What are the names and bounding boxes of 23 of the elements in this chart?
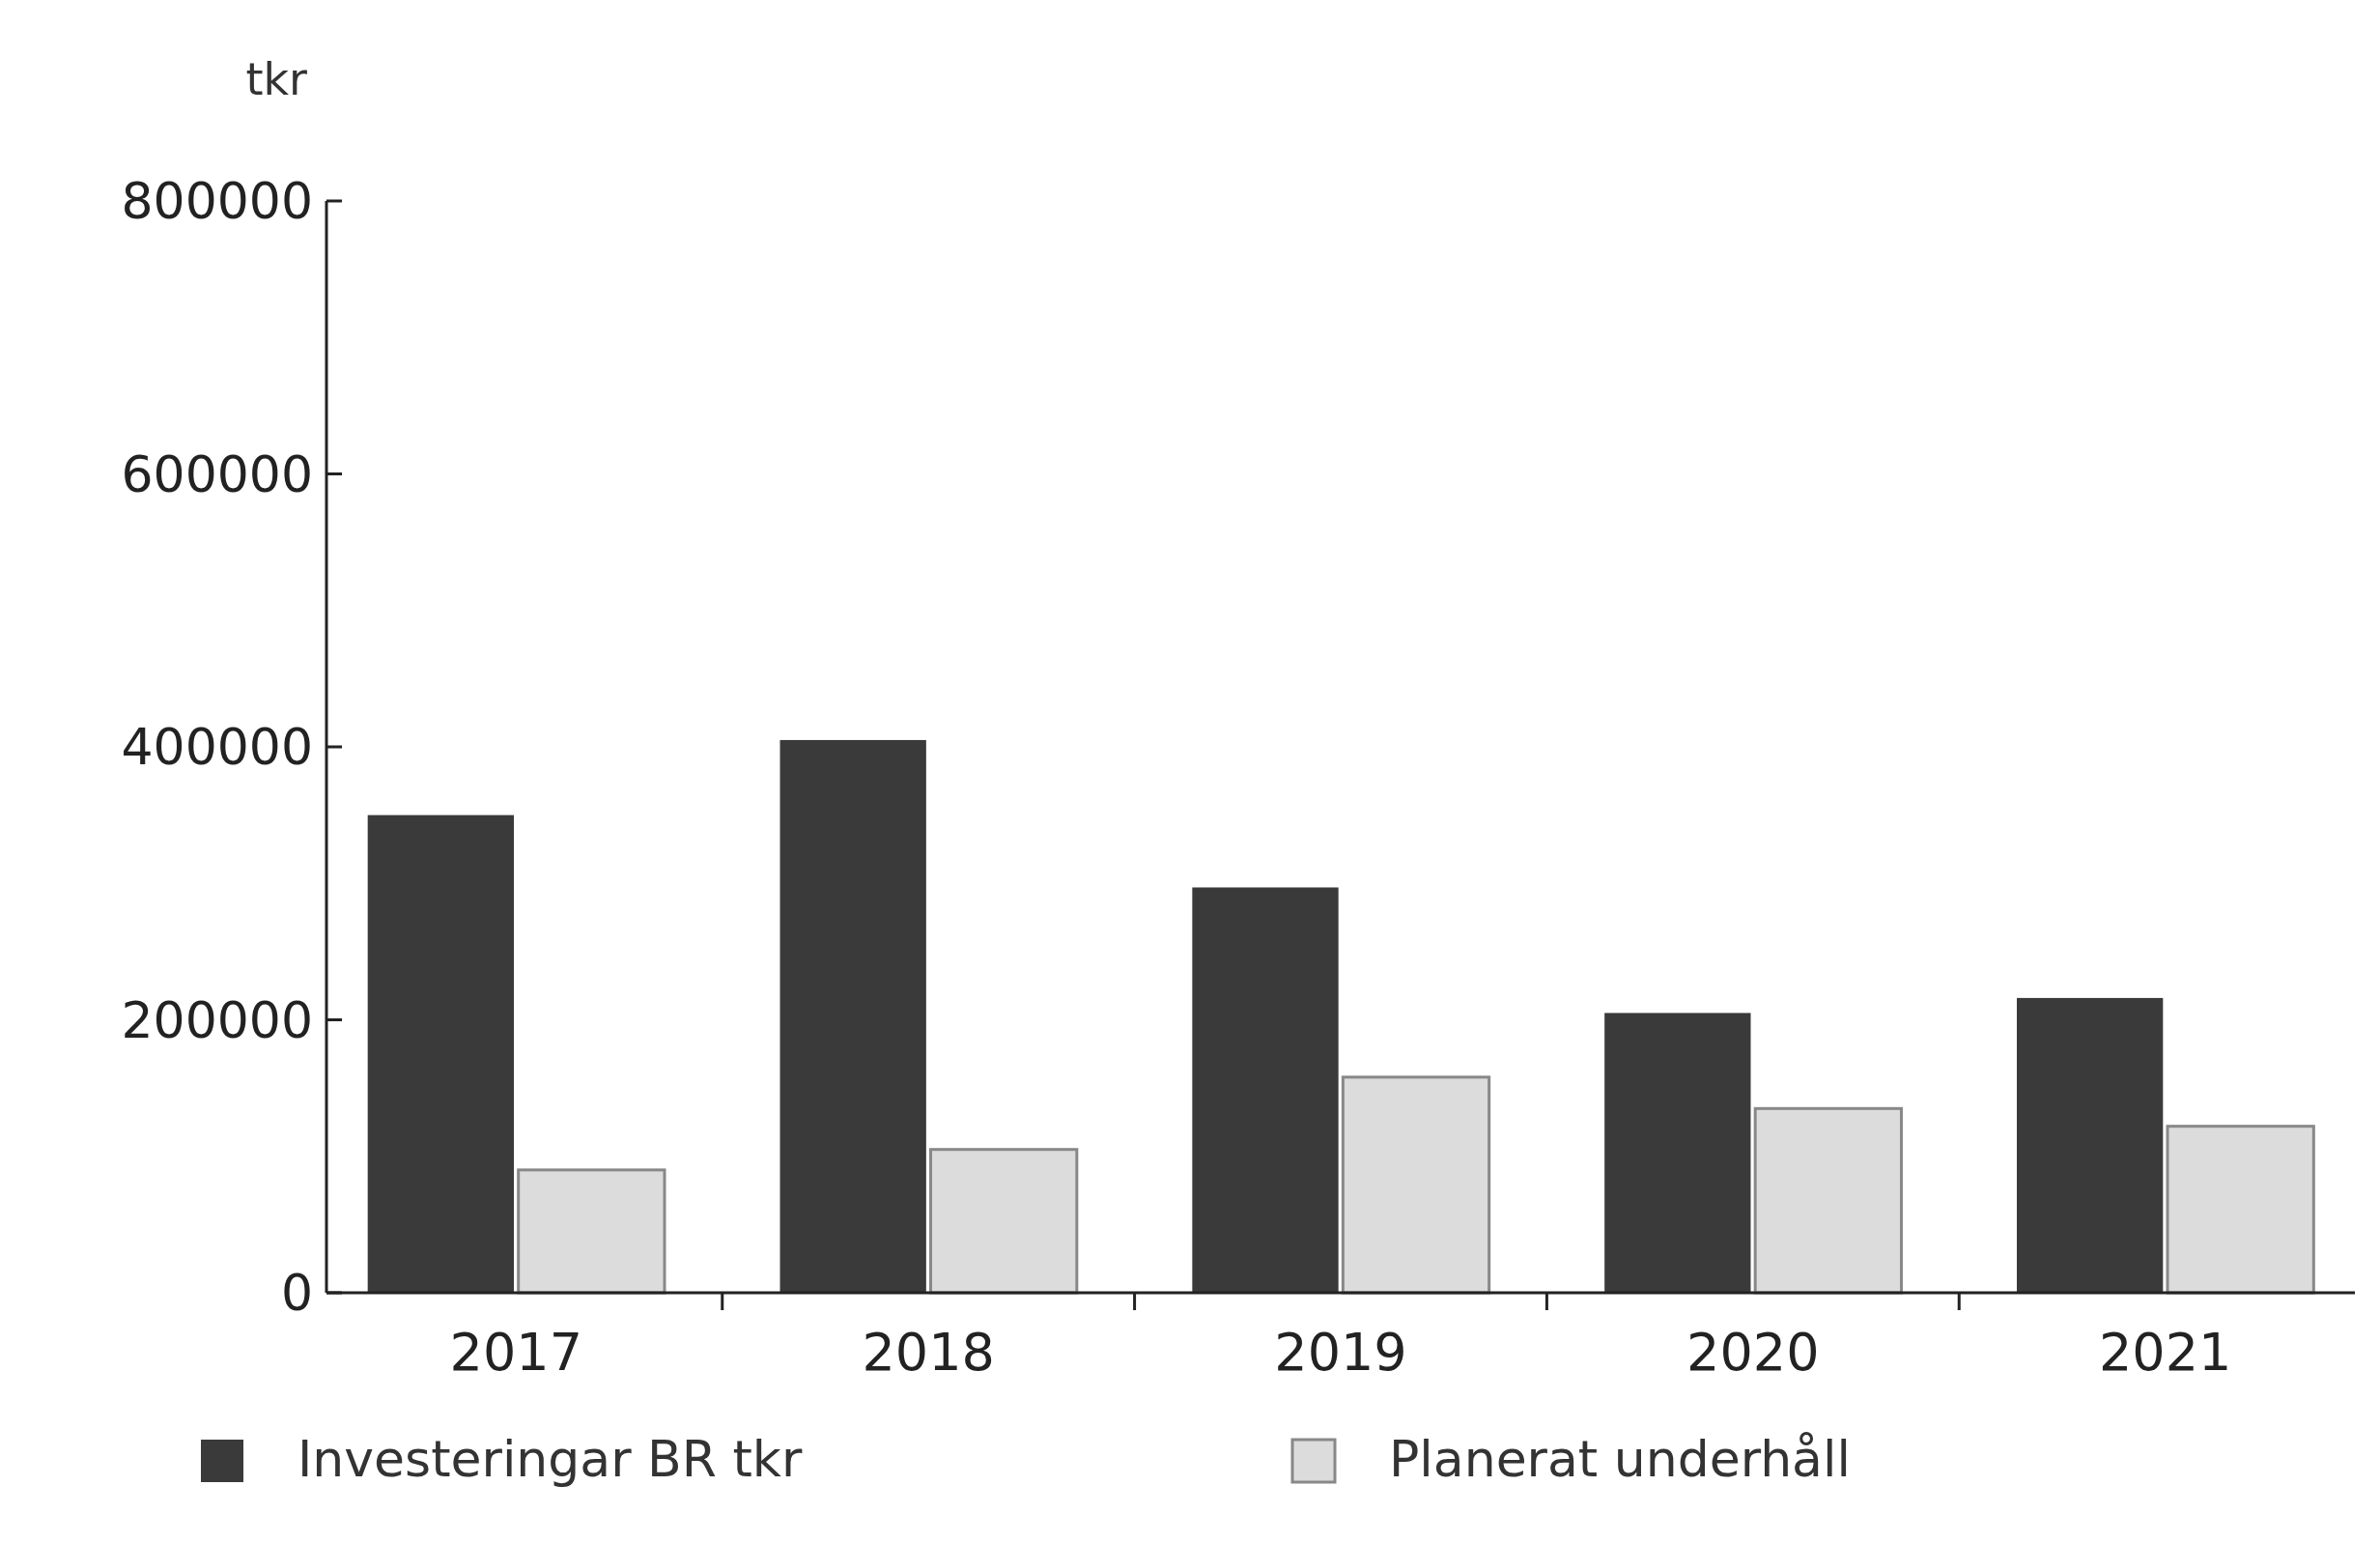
bar bbox=[2166, 1125, 2315, 1295]
bar bbox=[2017, 997, 2164, 1293]
y-tick-label: 0 bbox=[280, 1264, 313, 1323]
bar bbox=[779, 739, 926, 1293]
y-tick-label: 400000 bbox=[121, 718, 313, 777]
y-tick-label: 200000 bbox=[121, 990, 313, 1049]
bar bbox=[1192, 887, 1339, 1293]
x-tick-label: 2017 bbox=[449, 1322, 583, 1383]
bar bbox=[517, 1168, 666, 1295]
y-axis-title: tkr bbox=[245, 53, 308, 105]
x-tick-label: 2018 bbox=[862, 1322, 995, 1383]
x-tick-label: 2019 bbox=[1274, 1322, 1407, 1383]
x-tick-label: 2020 bbox=[1686, 1322, 1820, 1383]
legend-label: Planerat underhåll bbox=[1389, 1430, 1851, 1488]
bar bbox=[1341, 1075, 1491, 1295]
legend-label: Investeringar BR tkr bbox=[298, 1430, 803, 1488]
x-tick-label: 2021 bbox=[2098, 1322, 2232, 1383]
y-tick-label: 600000 bbox=[121, 444, 313, 503]
bar bbox=[367, 814, 514, 1293]
bar bbox=[1604, 1013, 1751, 1293]
bar bbox=[1753, 1106, 1903, 1295]
y-tick-label: 800000 bbox=[121, 172, 313, 231]
bar bbox=[929, 1148, 1079, 1295]
